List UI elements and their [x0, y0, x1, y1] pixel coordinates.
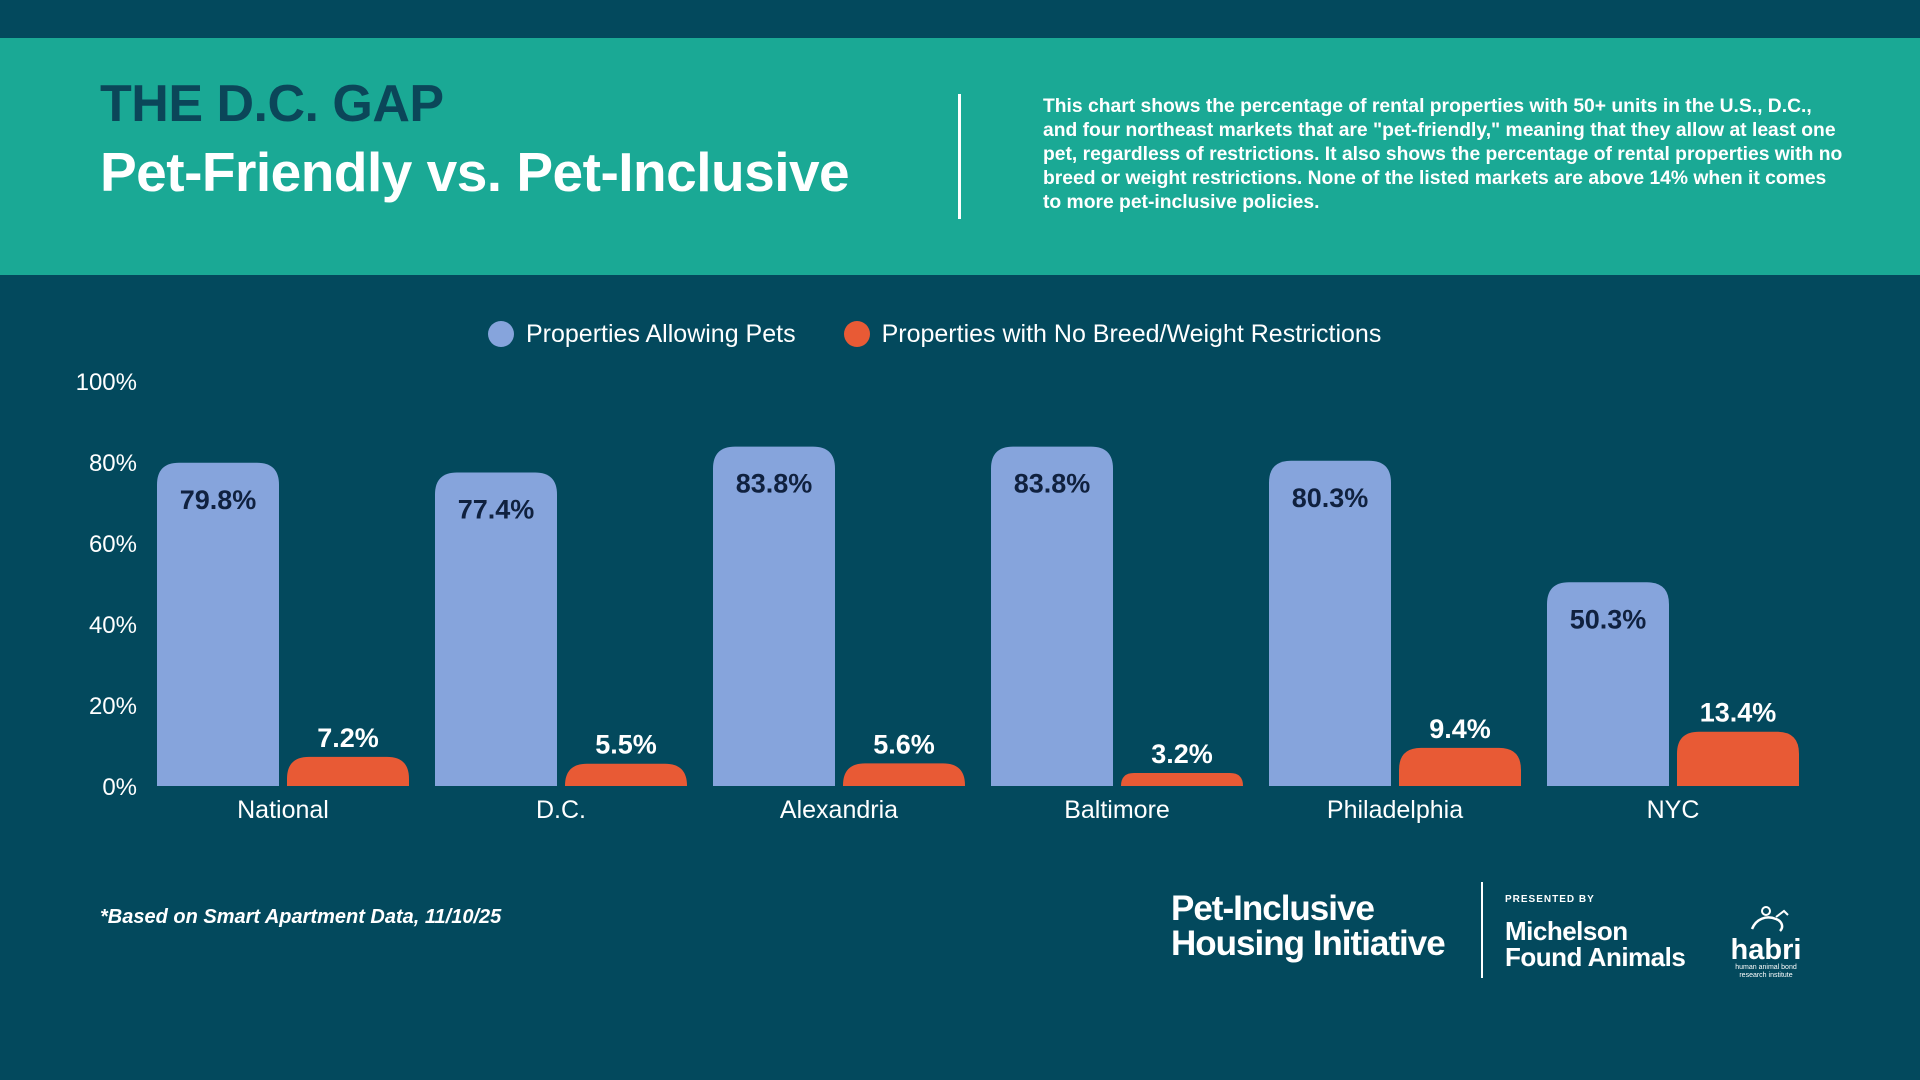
legend-item-no-restrictions: Properties with No Breed/Weight Restrict…: [843, 319, 1382, 349]
y-tick-label: 100%: [76, 369, 137, 396]
data-label: 80.3%: [1292, 483, 1369, 513]
legend-label-allowing: Properties Allowing Pets: [526, 319, 796, 348]
data-label: 77.4%: [458, 495, 535, 525]
x-category-label: NYC: [1647, 796, 1700, 824]
bar-no-restrictions: [843, 763, 965, 786]
y-tick-label: 0%: [102, 774, 137, 801]
bar-no-restrictions: [287, 756, 409, 786]
legend-item-allowing: Properties Allowing Pets: [488, 320, 796, 349]
data-label: 7.2%: [317, 723, 379, 753]
pet-inclusive-housing-initiative-logo: Pet-Inclusive Housing Initiative: [1171, 889, 1446, 963]
data-label: 83.8%: [736, 469, 813, 499]
data-label: 3.2%: [1151, 739, 1213, 769]
legend-label-no-restrictions: Properties with No Breed/Weight Restrict…: [881, 319, 1382, 348]
data-label: 5.5%: [595, 730, 657, 760]
mfa-line-1: Michelson: [1505, 916, 1628, 946]
data-label: 50.3%: [1570, 604, 1647, 634]
data-label: 83.8%: [1014, 469, 1091, 499]
x-category-label: Alexandria: [780, 796, 898, 824]
y-tick-label: 80%: [89, 450, 137, 477]
habri-subtitle-line-2: research institute: [1739, 972, 1793, 979]
pihi-line-2: Housing Initiative: [1171, 924, 1446, 963]
presented-by-label: PRESENTED BY: [1505, 894, 1595, 905]
legend-swatch-allowing: [488, 321, 514, 347]
bar-no-restrictions: [1121, 773, 1243, 786]
bar-allowing-pets: [435, 472, 557, 786]
chart-kicker: THE D.C. GAP: [100, 75, 444, 133]
y-tick-label: 40%: [89, 612, 137, 639]
michelson-found-animals-logo: Michelson Found Animals: [1505, 916, 1686, 972]
bar-chart: 0% 20% 40% 60% 80% 100% 79.8% 7.2% National 77.4%…: [76, 369, 1799, 824]
legend-swatch-no-restrictions: [843, 321, 870, 347]
habri-subtitle: human animal bond research institute: [1722, 964, 1810, 980]
bar-no-restrictions: [1399, 747, 1521, 786]
habri-subtitle-line-1: human animal bond: [1735, 964, 1797, 971]
header-divider: [958, 94, 961, 219]
mfa-line-2: Found Animals: [1505, 942, 1686, 972]
data-label: 9.4%: [1429, 714, 1491, 744]
chart-legend: Properties Allowing Pets Properties with…: [488, 316, 1381, 352]
footnote: *Based on Smart Apartment Data, 11/10/25: [100, 906, 502, 928]
habri-animal-icon: [1750, 906, 1789, 932]
pihi-line-1: Pet-Inclusive: [1171, 889, 1375, 928]
x-category-label: Philadelphia: [1327, 796, 1463, 824]
bar-allowing-pets: [1269, 460, 1391, 786]
bar-no-restrictions: [1677, 731, 1799, 786]
x-category-label: National: [237, 796, 329, 824]
x-category-label: Baltimore: [1064, 796, 1170, 824]
data-label: 79.8%: [180, 485, 257, 515]
chart-title: Pet-Friendly vs. Pet-Inclusive: [100, 141, 850, 203]
y-tick-label: 60%: [89, 531, 137, 558]
data-label: 13.4%: [1700, 698, 1777, 728]
bar-allowing-pets: [991, 446, 1113, 786]
habri-wordmark: habri: [1730, 934, 1802, 966]
bar-allowing-pets: [713, 446, 835, 786]
bar-no-restrictions: [565, 763, 687, 786]
bar-allowing-pets: [157, 462, 279, 786]
data-label: 5.6%: [873, 729, 935, 759]
chart-description: This chart shows the percentage of renta…: [1043, 96, 1843, 213]
x-category-label: D.C.: [536, 796, 586, 824]
bar-allowing-pets: [1547, 582, 1669, 786]
habri-logo: habri human animal bond research institu…: [1722, 903, 1810, 981]
y-tick-label: 20%: [89, 693, 137, 720]
brand-divider: [1481, 882, 1483, 978]
